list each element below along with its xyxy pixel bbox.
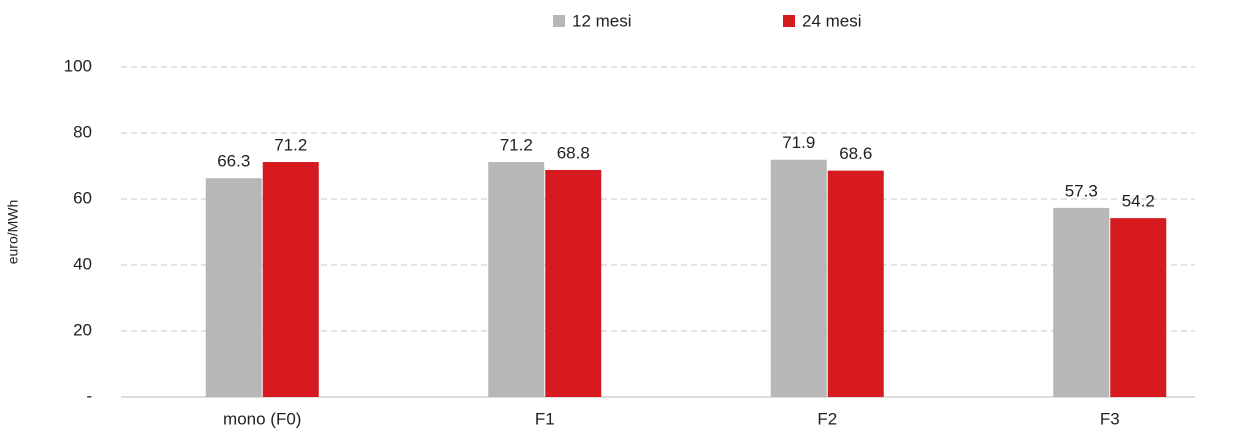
legend-swatch [783, 15, 795, 27]
bar [262, 162, 319, 397]
legend-label: 12 mesi [572, 11, 632, 30]
bar [1053, 207, 1110, 397]
x-tick-label: mono (F0) [223, 409, 301, 428]
y-tick-label: - [86, 386, 92, 405]
y-tick-label: 80 [73, 122, 92, 141]
data-label: 71.2 [274, 136, 307, 155]
bar [488, 162, 545, 397]
bar [827, 170, 884, 397]
bar [1110, 218, 1167, 397]
data-label: 66.3 [217, 152, 250, 171]
x-tick-label: F3 [1100, 409, 1120, 428]
data-label: 68.8 [557, 143, 590, 162]
data-label: 57.3 [1065, 181, 1098, 200]
y-axis-label: euro/MWh [5, 200, 21, 265]
y-tick-label: 40 [73, 254, 92, 273]
x-tick-label: F2 [817, 409, 837, 428]
y-tick-label: 60 [73, 188, 92, 207]
bar [545, 169, 602, 397]
y-tick-label: 20 [73, 320, 92, 339]
bar [770, 159, 827, 397]
x-tick-label: F1 [535, 409, 555, 428]
legend-swatch [553, 15, 565, 27]
y-tick-label: 100 [64, 56, 92, 75]
data-label: 71.9 [782, 133, 815, 152]
bar [205, 178, 262, 397]
data-label: 54.2 [1122, 192, 1155, 211]
data-label: 68.6 [839, 144, 872, 163]
legend-label: 24 mesi [802, 11, 862, 30]
data-label: 71.2 [500, 136, 533, 155]
